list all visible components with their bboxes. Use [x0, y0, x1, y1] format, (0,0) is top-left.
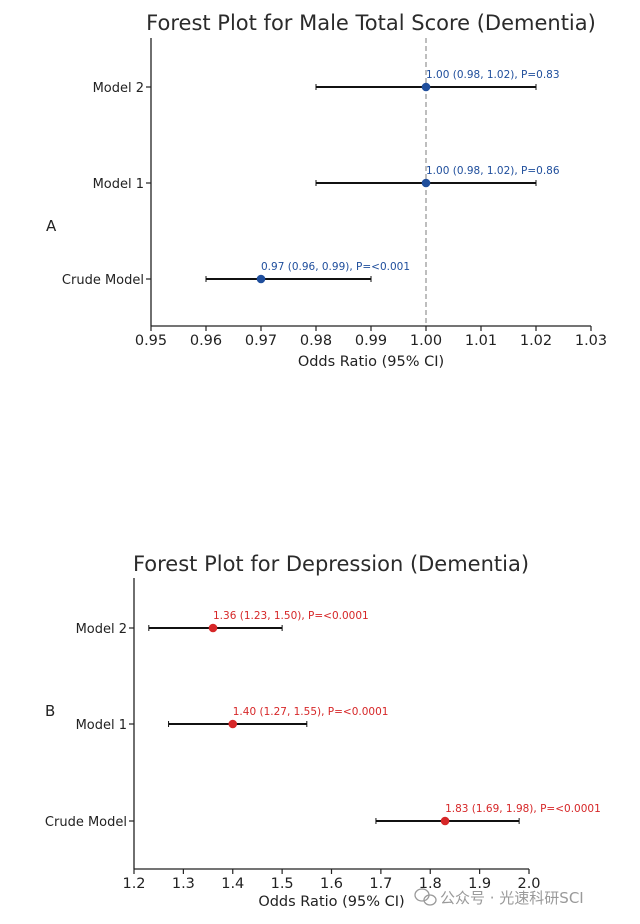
x-tick-label: 0.95 [135, 333, 167, 349]
point-estimate [440, 816, 450, 826]
data-label: 1.83 (1.69, 1.98), P=<0.0001 [445, 803, 601, 815]
x-tick-label: 1.02 [520, 333, 552, 349]
point-estimate [421, 82, 431, 92]
point-estimate [256, 274, 266, 284]
category-label: Model 2 [76, 622, 127, 637]
panel-a: Forest Plot for Male Total Score (Dement… [46, 11, 607, 370]
x-tick-label: 1.2 [122, 876, 145, 892]
x-tick-label: 1.01 [465, 333, 497, 349]
category-label: Model 2 [93, 81, 144, 96]
data-label: 1.00 (0.98, 1.02), P=0.86 [426, 165, 560, 177]
data-label: 1.40 (1.27, 1.55), P=<0.0001 [233, 706, 389, 718]
x-tick-label: 0.99 [355, 333, 387, 349]
category-label: Model 1 [76, 718, 127, 733]
x-tick-label: 1.3 [172, 876, 195, 892]
x-axis-label: Odds Ratio (95% CI) [298, 354, 444, 370]
x-axis-label: Odds Ratio (95% CI) [258, 894, 404, 910]
x-tick-label: 1.4 [221, 876, 244, 892]
x-tick-label: 1.5 [271, 876, 294, 892]
data-label: 1.36 (1.23, 1.50), P=<0.0001 [213, 610, 369, 622]
point-estimate [421, 178, 431, 188]
panel-letter: A [46, 217, 57, 235]
x-tick-label: 1.8 [419, 876, 442, 892]
category-label: Crude Model [62, 273, 144, 288]
chart-title: Forest Plot for Male Total Score (Dement… [146, 11, 596, 35]
x-tick-label: 1.7 [369, 876, 392, 892]
x-tick-label: 0.97 [245, 333, 277, 349]
wechat-icon [414, 888, 437, 906]
panel-b: Forest Plot for Depression (Dementia) B 1.… [45, 552, 601, 910]
data-label: 0.97 (0.96, 0.99), P=<0.001 [261, 261, 410, 273]
panel-letter: B [45, 702, 55, 720]
point-estimate [228, 719, 238, 729]
chart-title: Forest Plot for Depression (Dementia) [133, 552, 529, 576]
data-label: 1.00 (0.98, 1.02), P=0.83 [426, 69, 560, 81]
category-label: Model 1 [93, 177, 144, 192]
watermark-text: 公众号 · 光速科研SCI [440, 889, 584, 907]
watermark: 公众号 · 光速科研SCI [414, 888, 584, 907]
point-estimate [208, 623, 218, 633]
x-tick-label: 1.9 [468, 876, 491, 892]
x-tick-label: 1.03 [575, 333, 607, 349]
x-tick-label: 0.98 [300, 333, 332, 349]
x-tick-label: 2.0 [517, 876, 540, 892]
category-label: Crude Model [45, 815, 127, 830]
x-tick-label: 1.6 [320, 876, 343, 892]
wechat-icon-bubble-2 [423, 894, 437, 906]
x-tick-label: 1.00 [410, 333, 442, 349]
x-tick-label: 0.96 [190, 333, 222, 349]
